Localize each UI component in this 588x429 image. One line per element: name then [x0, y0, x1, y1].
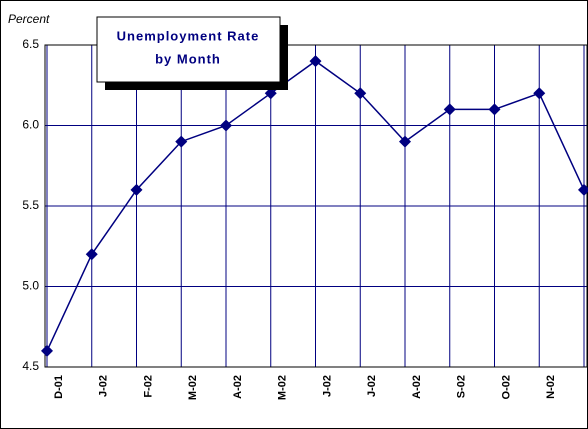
marker	[175, 135, 188, 148]
chart-title: by Month	[155, 51, 221, 66]
y-axis-label: Percent	[8, 12, 50, 26]
y-tick-label: 5.5	[22, 198, 39, 212]
x-tick-label: F-02	[142, 375, 154, 398]
marker	[578, 183, 588, 196]
x-tick-label: J-02	[366, 375, 378, 397]
chart-title: Unemployment Rate	[117, 28, 260, 43]
marks	[41, 55, 588, 357]
plot-border	[44, 44, 588, 368]
title-box	[96, 16, 281, 83]
x-tick-label: M-02	[187, 375, 199, 400]
x-tick-label: N-02	[545, 375, 557, 399]
x-tick-label: J-02	[321, 375, 333, 397]
marker	[354, 87, 367, 100]
x-tick-label: S-02	[456, 375, 468, 398]
marker	[41, 344, 53, 357]
marker	[488, 103, 501, 116]
marker	[85, 248, 98, 261]
x-tick-label: M-02	[277, 375, 289, 400]
y-tick-label: 5.0	[22, 279, 39, 293]
y-tick-label: 4.5	[22, 359, 39, 373]
y-tick-label: 6.0	[22, 118, 39, 132]
marker	[443, 103, 456, 116]
marker	[399, 135, 411, 148]
marker	[130, 183, 143, 196]
marker	[220, 119, 232, 132]
marker	[264, 87, 277, 100]
x-tick-label: A-02	[232, 375, 244, 399]
x-tick-label: O-02	[500, 375, 512, 399]
y-tick-label: 6.5	[22, 37, 39, 51]
marker	[533, 87, 546, 100]
x-tick-label: D-01	[53, 375, 65, 399]
marker	[309, 55, 322, 68]
x-tick-label: J-02	[98, 375, 110, 397]
x-tick-label: A-02	[411, 375, 423, 399]
